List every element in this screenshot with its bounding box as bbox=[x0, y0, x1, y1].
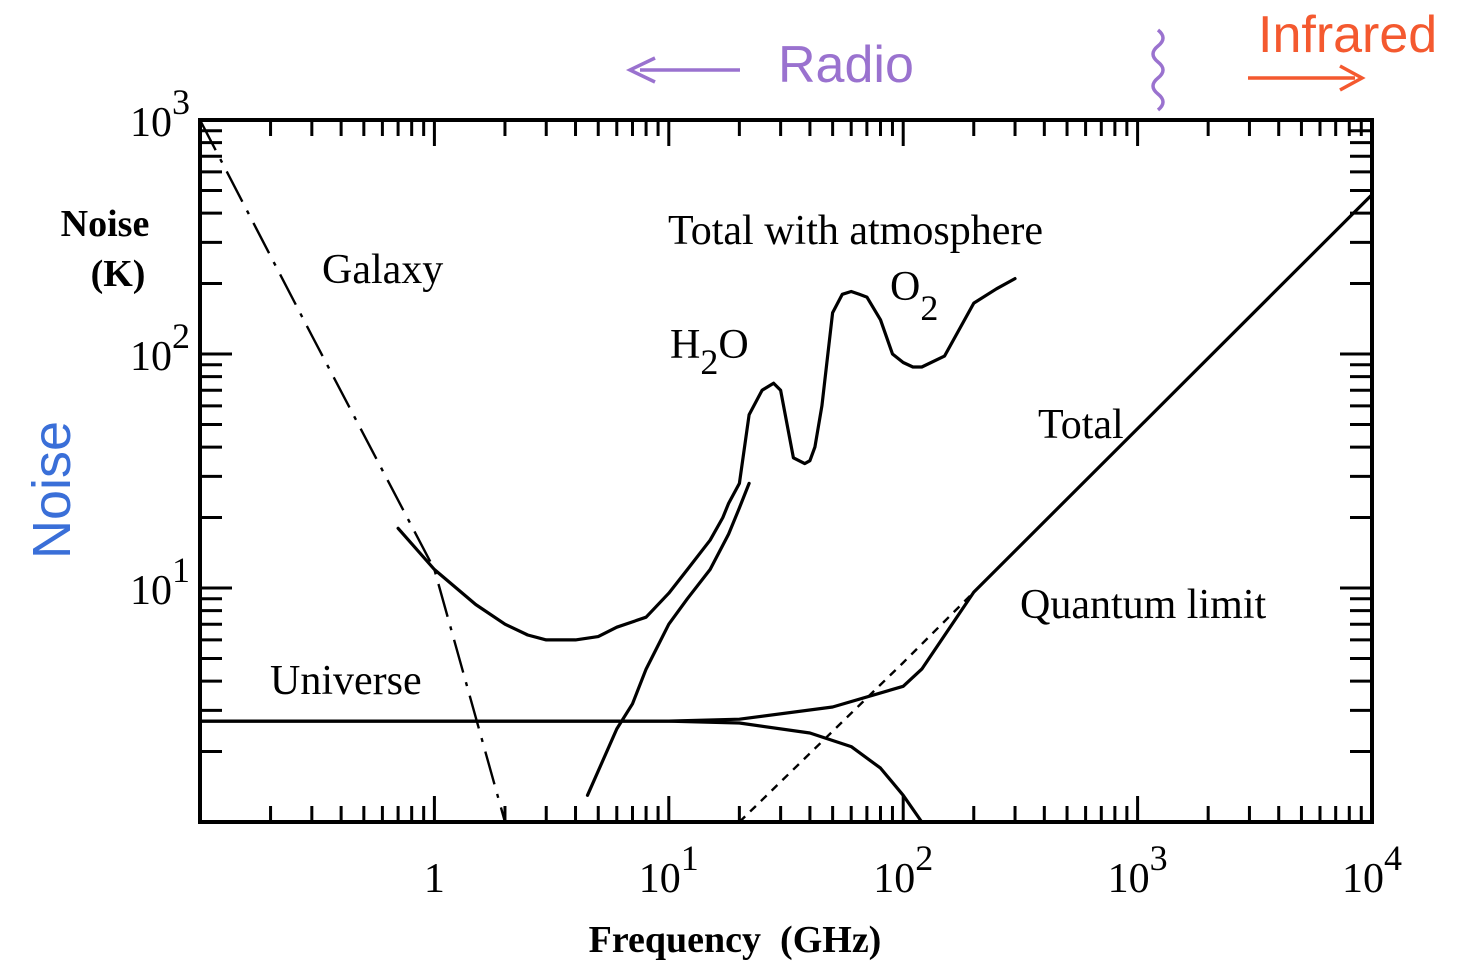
radio-arrow-head bbox=[625, 56, 656, 84]
annotation-quantum-limit: Quantum limit bbox=[1020, 582, 1266, 628]
annotation-universe: Universe bbox=[270, 658, 422, 704]
infrared-label: Infrared bbox=[1258, 6, 1437, 64]
series-water-rise bbox=[585, 481, 751, 797]
spectrum-banner: Radio Infrared Noise bbox=[22, 6, 1437, 559]
annotation-total: Total bbox=[1038, 402, 1124, 448]
annotation-total-with-atmosphere: Total with atmosphere bbox=[668, 208, 1043, 254]
annotation-galaxy: Galaxy bbox=[322, 247, 443, 293]
x-axis-title: Frequency (GHz) bbox=[589, 919, 882, 961]
x-tick-label: 101 bbox=[639, 838, 699, 902]
y-axis-title-line1: Noise bbox=[61, 203, 150, 245]
universe-label-backing bbox=[268, 656, 446, 702]
series-total bbox=[198, 193, 1374, 723]
x-tick-label: 103 bbox=[1108, 838, 1168, 902]
radio-label: Radio bbox=[778, 36, 914, 94]
series-universe bbox=[198, 719, 924, 824]
boundary-squiggle-icon bbox=[1151, 28, 1165, 112]
axis-ticks bbox=[198, 120, 1372, 824]
x-tick-label: 1 bbox=[424, 856, 445, 902]
infrared-arrow-head bbox=[1339, 64, 1366, 92]
side-noise-label: Noise bbox=[22, 421, 82, 559]
series-layer bbox=[198, 119, 1374, 824]
curve-annotations: Total with atmosphere Galaxy H2O O2 Tota… bbox=[268, 208, 1266, 704]
x-tick-label: 104 bbox=[1342, 838, 1402, 902]
y-tick-label: 101 bbox=[130, 550, 190, 614]
plot-frame bbox=[198, 118, 1374, 824]
y-tick-label: 103 bbox=[130, 82, 190, 146]
series-total-with-atmosphere bbox=[396, 277, 1017, 642]
annotation-o2: O2 bbox=[890, 264, 938, 328]
x-tick-label: 102 bbox=[873, 838, 933, 902]
tick-labels: 1 101 102 103 104 101 102 103 bbox=[130, 82, 1402, 902]
y-tick-label: 102 bbox=[130, 316, 190, 380]
annotation-h2o: H2O bbox=[670, 322, 749, 382]
series-galaxy bbox=[198, 119, 507, 823]
y-axis-title-line2: (K) bbox=[91, 253, 146, 295]
